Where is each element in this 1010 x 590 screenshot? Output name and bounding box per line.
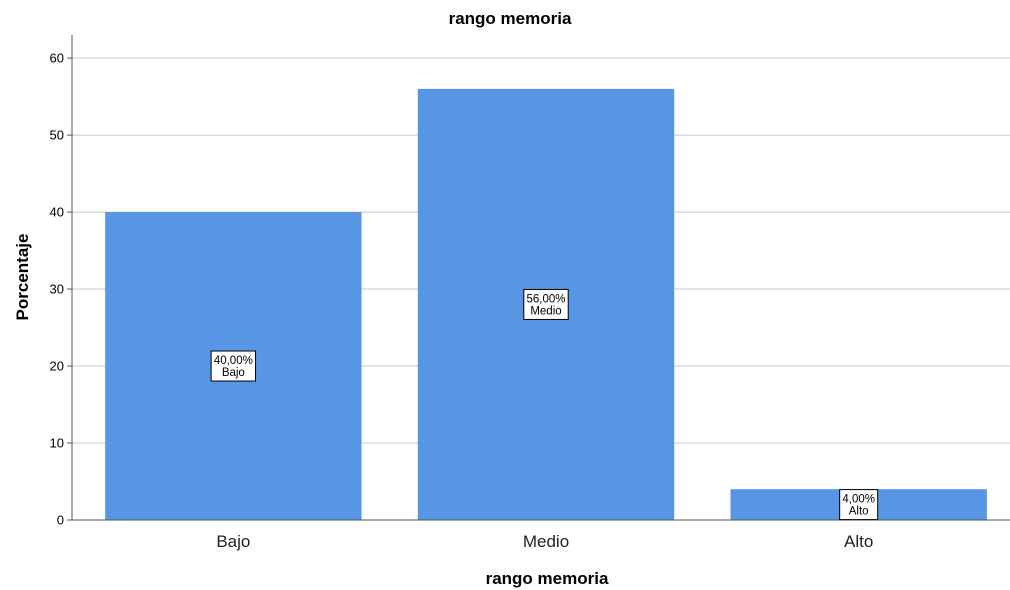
y-axis-title: Porcentaje (13, 234, 32, 321)
data-labels: 40,00%Bajo 56,00%Medio 4,00%Alto (210, 288, 879, 521)
x-tick-label: Medio (523, 532, 569, 551)
data-label-category: Medio (530, 305, 561, 317)
data-label-value: 4,00% (842, 494, 875, 506)
data-label-category: Alto (849, 506, 869, 518)
chart-title: rango memoria (449, 9, 572, 28)
y-tick-label: 50 (50, 128, 64, 143)
x-tick-labels: Bajo Medio Alto (216, 532, 873, 551)
data-label-category: Bajo (222, 367, 245, 379)
y-tick-label: 30 (50, 282, 64, 297)
y-tick-label: 10 (50, 436, 64, 451)
data-label-box (839, 489, 879, 521)
data-label-value: 56,00% (526, 293, 565, 305)
y-tick-label: 0 (57, 513, 64, 528)
y-tick-labels: 0 10 20 30 40 50 60 (50, 51, 64, 528)
x-axis-title: rango memoria (486, 569, 609, 588)
y-tick-label: 40 (50, 205, 64, 220)
x-tick-label: Alto (844, 532, 873, 551)
data-label-box (210, 350, 257, 382)
y-tick-label: 20 (50, 359, 64, 374)
data-label-value: 40,00% (214, 355, 253, 367)
data-label-box (523, 288, 569, 320)
x-tick-label: Bajo (216, 532, 250, 551)
y-tick-label: 60 (50, 51, 64, 66)
